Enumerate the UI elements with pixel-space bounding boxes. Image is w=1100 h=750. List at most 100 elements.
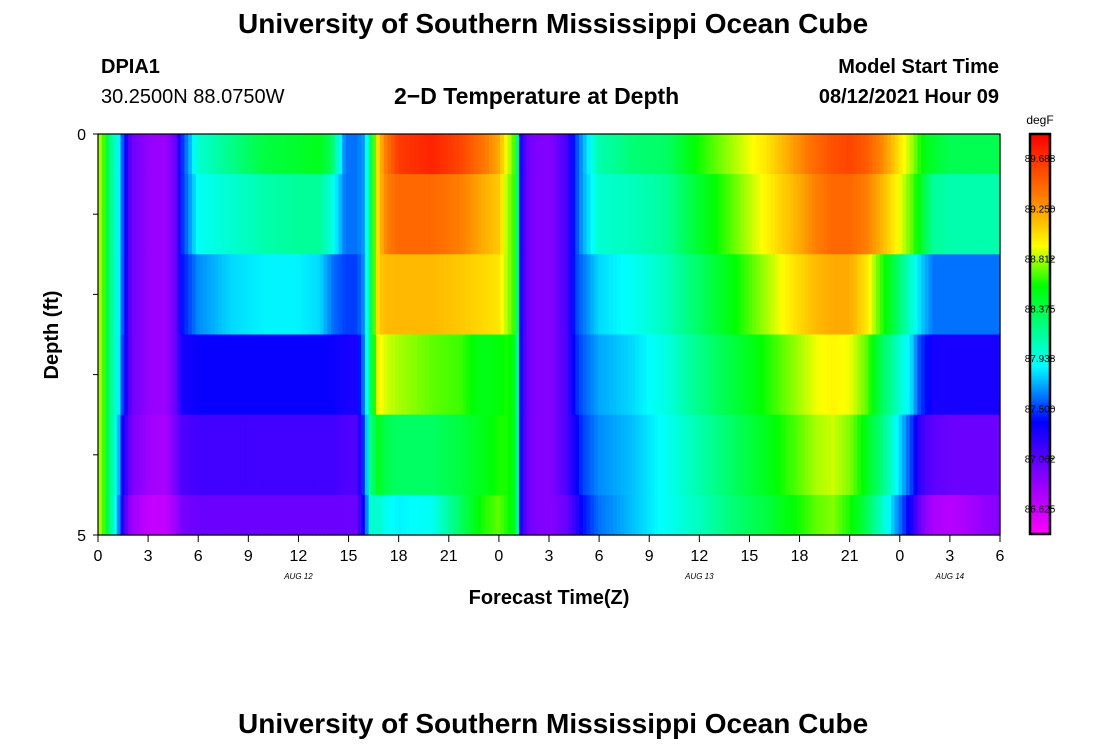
heatmap-cell bbox=[887, 414, 892, 496]
heatmap-cell bbox=[312, 494, 317, 536]
heatmap-cell bbox=[924, 174, 930, 255]
heatmap-cell bbox=[124, 174, 129, 255]
heatmap-cell bbox=[913, 174, 918, 255]
heatmap-cell bbox=[387, 254, 392, 336]
heatmap-cell bbox=[440, 254, 445, 336]
heatmap-cell bbox=[300, 334, 306, 416]
heatmap-cell bbox=[827, 174, 832, 255]
heatmap-cell bbox=[455, 254, 460, 336]
heatmap-cell bbox=[673, 254, 678, 336]
heatmap-cell bbox=[300, 494, 306, 536]
heatmap-cell bbox=[721, 494, 727, 536]
heatmap-cell bbox=[206, 414, 212, 496]
heatmap-cell bbox=[860, 494, 866, 536]
heatmap-cell bbox=[984, 254, 990, 336]
heatmap-cell bbox=[921, 254, 926, 336]
heatmap-cell bbox=[342, 134, 347, 175]
heatmap-cell bbox=[673, 134, 678, 175]
heatmap-cell bbox=[755, 174, 761, 255]
heatmap-cell bbox=[233, 494, 238, 536]
heatmap-cell bbox=[868, 494, 873, 536]
heatmap-cell bbox=[169, 334, 174, 416]
heatmap-cell bbox=[868, 254, 873, 336]
heatmap-cell bbox=[729, 494, 734, 536]
heatmap-cell bbox=[255, 134, 261, 175]
heatmap-cell bbox=[827, 254, 832, 336]
heatmap-cell bbox=[804, 334, 809, 416]
heatmap-cell bbox=[379, 414, 385, 496]
heatmap-cell bbox=[582, 254, 588, 336]
heatmap-cell bbox=[282, 254, 287, 336]
heatmap-cell bbox=[338, 414, 343, 496]
heatmap-cell bbox=[436, 334, 441, 416]
heatmap-cell bbox=[289, 254, 295, 336]
heatmap-cell bbox=[252, 134, 257, 175]
heatmap-cell bbox=[906, 174, 911, 255]
heatmap-cell bbox=[631, 134, 637, 175]
x-tick-label: 3 bbox=[144, 548, 153, 565]
heatmap-cell bbox=[214, 334, 219, 416]
heatmap-cell bbox=[458, 494, 464, 536]
heatmap-cell bbox=[951, 134, 956, 175]
heatmap-cell bbox=[609, 414, 614, 496]
heatmap-cell bbox=[688, 494, 693, 536]
heatmap-cell bbox=[259, 494, 264, 536]
heatmap-cell bbox=[522, 334, 528, 416]
heatmap-cell bbox=[894, 414, 900, 496]
heatmap-cell bbox=[733, 174, 738, 255]
heatmap-cell bbox=[564, 414, 569, 496]
heatmap-cell bbox=[973, 134, 979, 175]
heatmap-cell bbox=[210, 134, 216, 175]
heatmap-cell bbox=[954, 334, 960, 416]
heatmap-cell bbox=[853, 174, 858, 255]
heatmap-cell bbox=[894, 254, 900, 336]
heatmap-cell bbox=[331, 134, 336, 175]
heatmap-cell bbox=[530, 334, 535, 416]
heatmap-cell bbox=[718, 494, 723, 536]
heatmap-cell bbox=[740, 254, 746, 336]
heatmap-cell bbox=[864, 494, 870, 536]
heatmap-cell bbox=[778, 494, 783, 536]
heatmap-cell bbox=[263, 254, 268, 336]
heatmap-cell bbox=[552, 494, 558, 536]
heatmap-cell bbox=[992, 174, 997, 255]
date-label: AUG 12 bbox=[283, 572, 313, 581]
heatmap-cell bbox=[285, 174, 291, 255]
heatmap-cell bbox=[481, 254, 486, 336]
heatmap-cell bbox=[319, 174, 325, 255]
heatmap-cell bbox=[233, 174, 238, 255]
heatmap-cell bbox=[128, 494, 133, 536]
heatmap-cell bbox=[101, 134, 107, 175]
heatmap-cell bbox=[857, 334, 862, 416]
heatmap-cell bbox=[116, 494, 122, 536]
heatmap-cell bbox=[564, 174, 569, 255]
heatmap-cell bbox=[703, 494, 708, 536]
heatmap-cell bbox=[214, 494, 219, 536]
heatmap-cell bbox=[184, 254, 189, 336]
heatmap-cell bbox=[661, 494, 667, 536]
heatmap-cell bbox=[451, 414, 456, 496]
heatmap-cell bbox=[473, 254, 479, 336]
heatmap-cell bbox=[210, 414, 216, 496]
heatmap-cell bbox=[751, 174, 757, 255]
heatmap-cell bbox=[297, 334, 302, 416]
heatmap-cell bbox=[455, 334, 460, 416]
heatmap-cell bbox=[154, 174, 159, 255]
heatmap-cell bbox=[462, 174, 467, 255]
heatmap-cell bbox=[567, 494, 573, 536]
heatmap-cell bbox=[936, 174, 941, 255]
heatmap-cell bbox=[812, 414, 817, 496]
heatmap-cell bbox=[533, 174, 539, 255]
heatmap-cell bbox=[695, 174, 700, 255]
heatmap-cell bbox=[984, 494, 990, 536]
heatmap-cell bbox=[518, 134, 524, 175]
heatmap-cell bbox=[218, 174, 223, 255]
heatmap-cell bbox=[455, 414, 460, 496]
heatmap-cell bbox=[485, 254, 490, 336]
heatmap-cell bbox=[191, 494, 197, 536]
heatmap-cell bbox=[733, 494, 738, 536]
heatmap-cell bbox=[515, 134, 520, 175]
heatmap-cell bbox=[763, 494, 768, 536]
heatmap-cell bbox=[782, 254, 787, 336]
heatmap-cell bbox=[939, 254, 945, 336]
